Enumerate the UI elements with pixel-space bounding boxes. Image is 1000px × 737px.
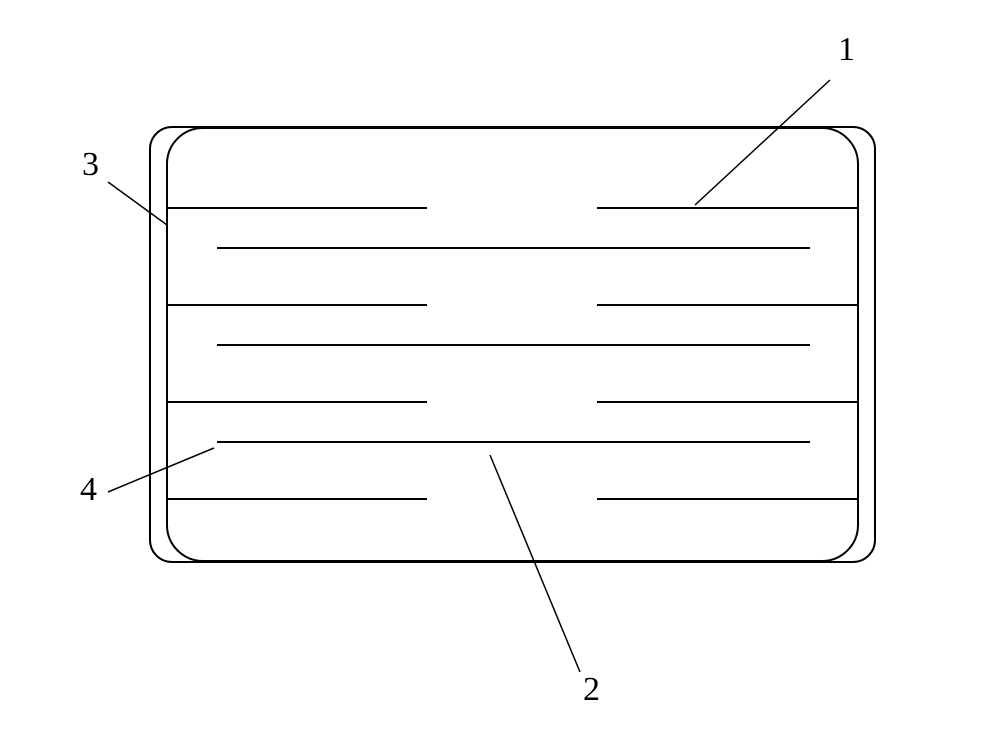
diagram-canvas: 1 3 4 2: [0, 0, 1000, 737]
callout-label: 3: [82, 146, 99, 183]
callout-label: 2: [583, 671, 600, 708]
callout-label: 1: [838, 31, 855, 68]
callout-label: 4: [80, 471, 97, 508]
